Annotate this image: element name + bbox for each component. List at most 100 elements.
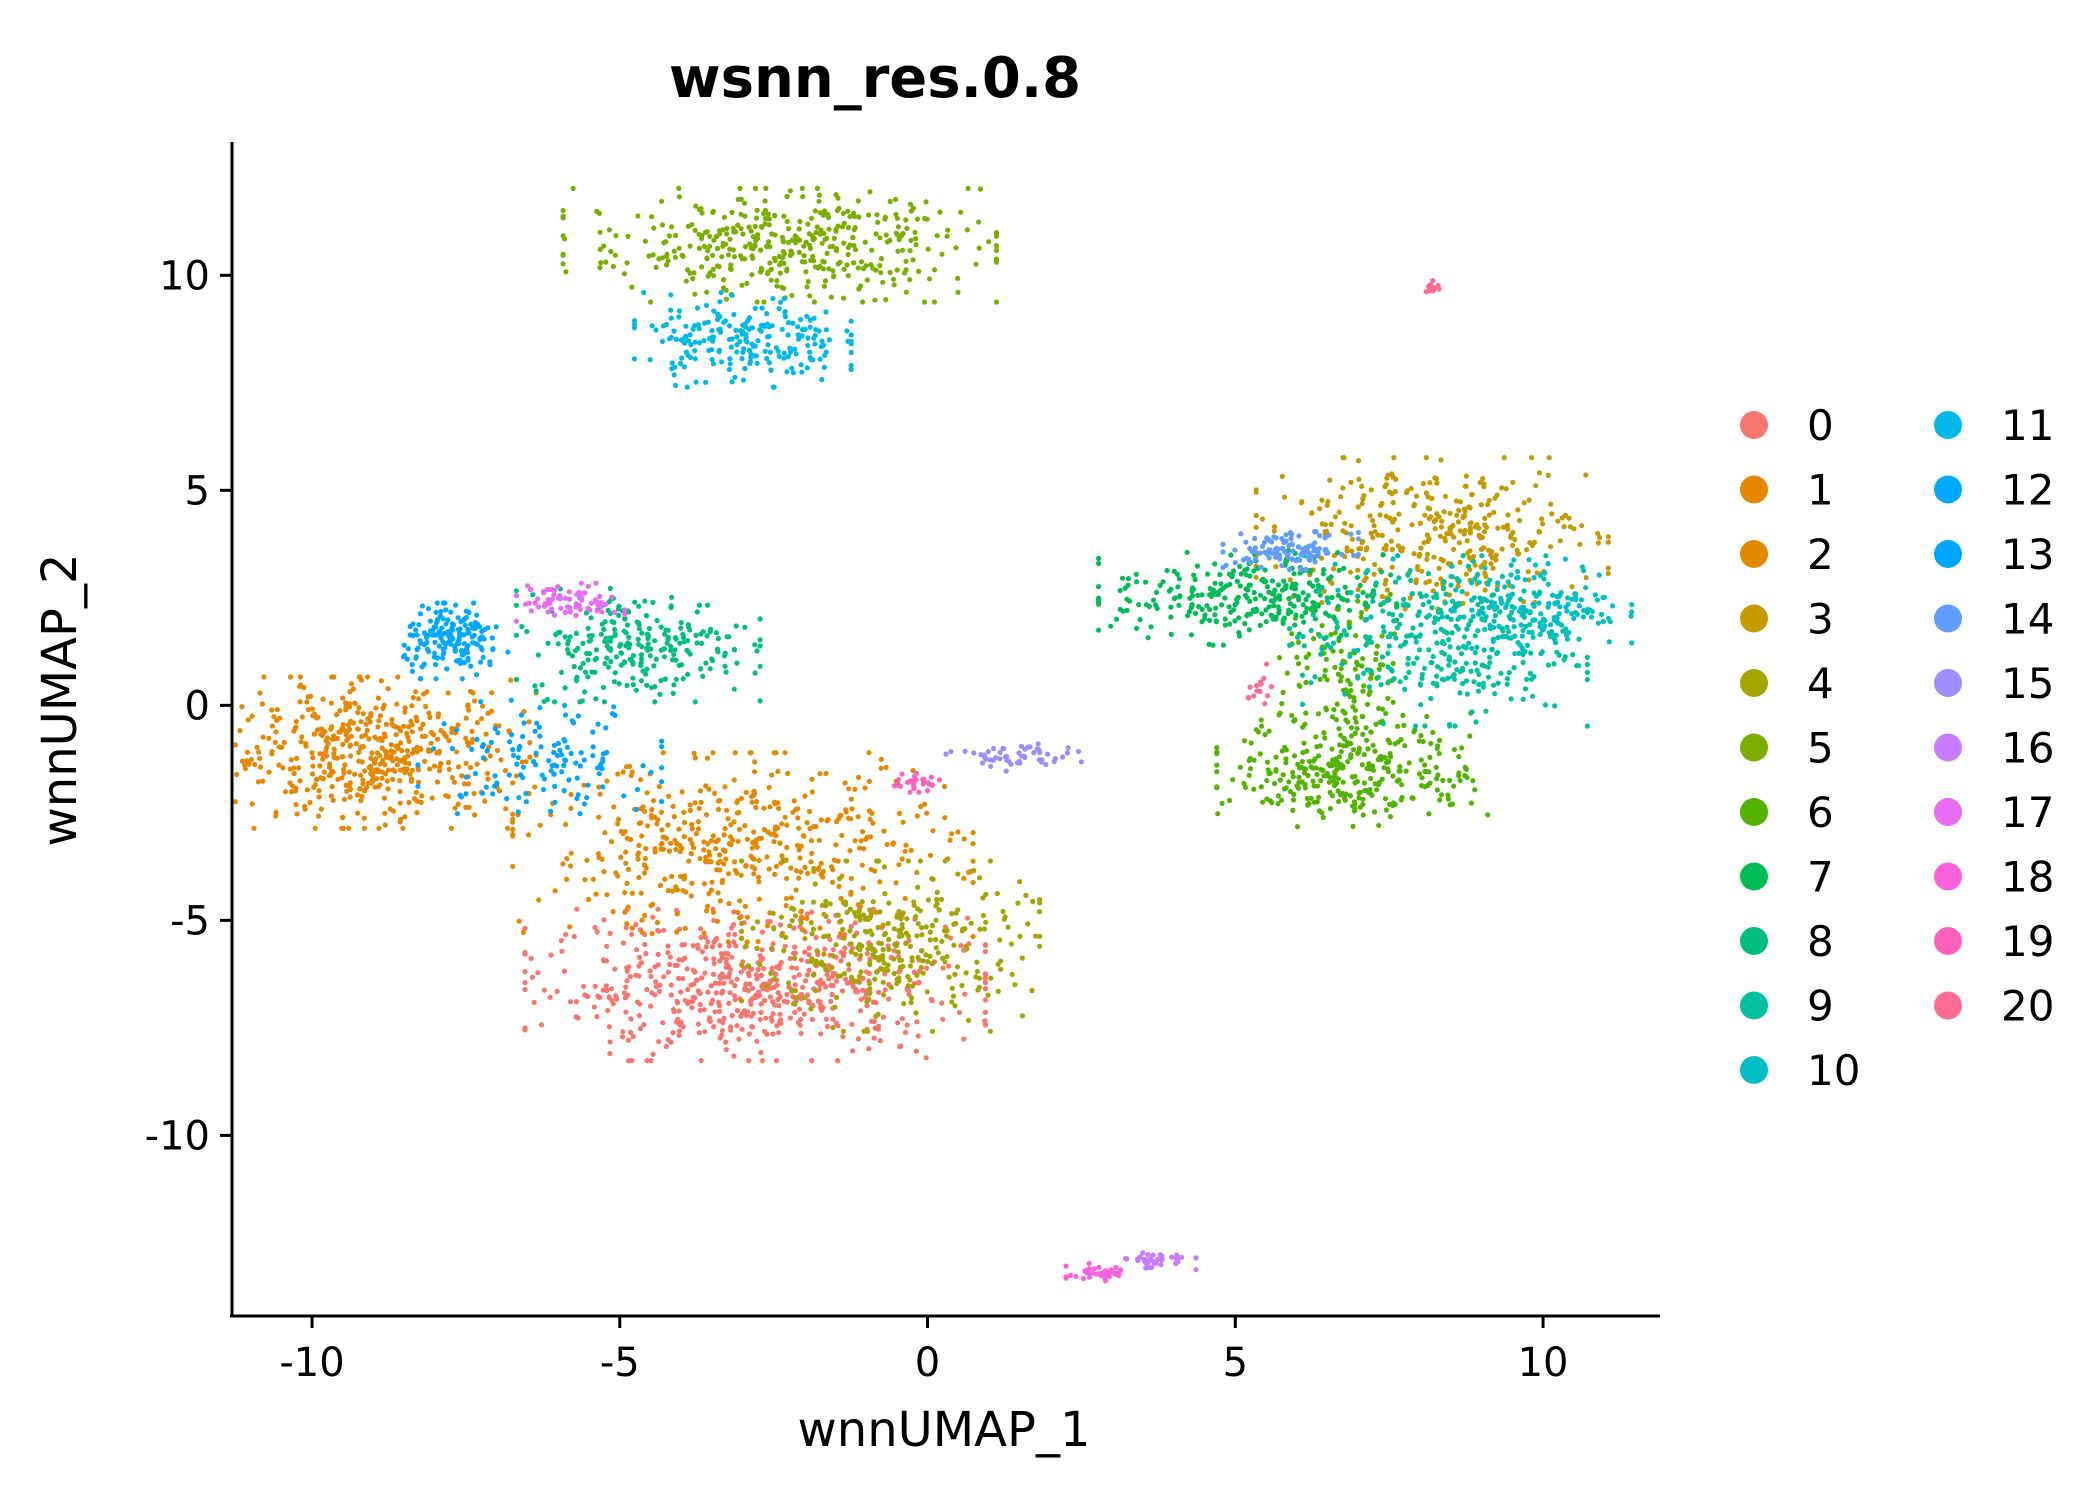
point [1561,524,1567,530]
point [433,662,439,668]
point [1419,568,1425,574]
point [652,849,658,855]
point [1362,617,1368,623]
point [723,1047,730,1053]
point [833,994,840,1001]
point [752,305,758,311]
point [908,995,915,1001]
point [692,800,698,806]
point [559,948,565,954]
point [1395,527,1401,533]
point [915,884,921,891]
point [914,1019,920,1025]
point [670,1030,676,1036]
point [541,776,548,782]
point [859,862,866,868]
point [1409,795,1415,801]
point [923,199,929,205]
point [1303,710,1309,716]
point [703,660,709,666]
point [297,683,303,690]
point [1441,579,1447,585]
point [359,793,365,800]
point [1441,677,1447,683]
point [668,647,674,654]
point [894,215,901,221]
point [365,674,371,680]
point [901,1001,907,1007]
point [822,946,828,952]
point [642,912,648,919]
point [726,366,733,373]
point [802,949,808,955]
point [851,227,858,233]
point [844,328,850,334]
point [848,875,855,882]
point [607,638,613,644]
point [1421,665,1428,671]
point [562,702,568,709]
point [303,741,309,747]
point [1292,592,1298,599]
point [588,637,594,643]
point [731,311,737,318]
point [667,336,673,342]
point [1380,552,1386,558]
point [661,927,667,933]
point [711,308,717,314]
point [1279,587,1285,593]
point [1424,551,1431,558]
point [449,729,455,736]
point [1520,651,1526,658]
point [778,960,784,966]
point [635,213,641,219]
point [1371,523,1377,529]
point [717,1008,723,1015]
point [919,932,925,938]
point [1247,766,1254,772]
point [641,870,648,876]
point [1451,747,1457,753]
point [1522,577,1528,583]
point [784,218,790,224]
point [936,907,942,913]
point [1308,680,1314,686]
point [1332,772,1338,779]
point [826,226,832,232]
point [644,986,650,993]
point [532,784,538,790]
point [510,826,516,833]
point [709,328,715,334]
point [1257,622,1263,629]
point [1489,555,1495,561]
point [927,953,933,959]
point [940,965,946,971]
point [1435,743,1441,749]
point [734,798,741,804]
point [1366,684,1372,690]
point [893,880,899,886]
point [849,806,855,812]
point [838,931,844,937]
point [638,890,644,896]
point [744,280,750,287]
point [648,903,654,909]
point [739,356,745,362]
point [713,630,720,636]
point [1379,706,1386,712]
point [719,1028,726,1034]
point [793,868,800,874]
point [754,945,760,952]
point [455,615,461,621]
point [733,229,739,235]
point [1252,545,1258,551]
point [1403,675,1409,681]
point [985,749,991,755]
point [574,676,580,682]
point [763,185,769,191]
point [855,1036,862,1042]
point [1222,622,1228,628]
point [814,224,820,230]
point [1545,581,1551,587]
point [1429,495,1435,501]
